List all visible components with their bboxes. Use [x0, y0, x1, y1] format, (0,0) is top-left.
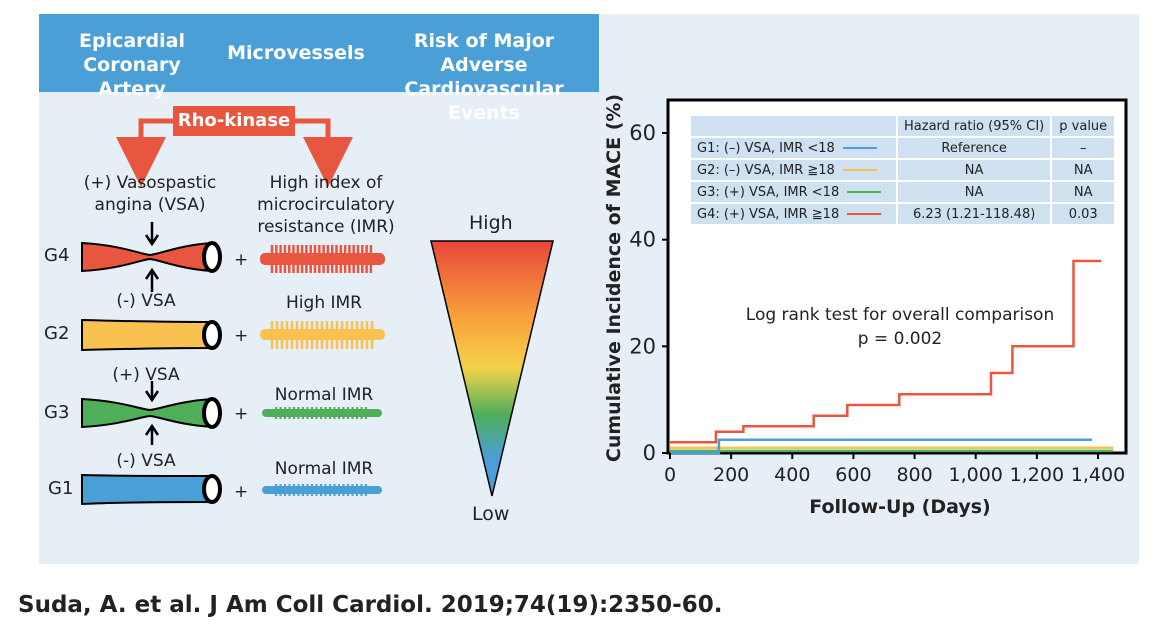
x-tick-label: 1,000 [949, 464, 1003, 486]
imr-label: High index of microcirculatory resistanc… [257, 173, 395, 237]
plus-sign-g1: + [234, 482, 249, 502]
table-row: G2: (–) VSA, IMR ≧18 NA NA [691, 160, 1115, 180]
g4-microvessel [260, 245, 385, 273]
g2-artery [81, 318, 222, 352]
g3-vsa-label: (+) VSA [112, 365, 180, 385]
group-label-g3: G3 [44, 402, 70, 423]
table-hr-cell: Reference [898, 138, 1051, 158]
table-p-cell: 0.03 [1052, 204, 1115, 224]
table-p-cell: NA [1052, 160, 1115, 180]
table-hr-cell: 6.23 (1.21-118.48) [898, 204, 1051, 224]
g3-microvessel [262, 407, 382, 419]
g1-vsa-label: (-) VSA [116, 451, 176, 471]
plot-frame [666, 98, 1128, 455]
hazard-ratio-table: Hazard ratio (95% CI) p value G1: (–) VS… [689, 114, 1116, 226]
mechanism-diagram [81, 118, 554, 506]
header-epicardial: Epicardial Coronary Artery [79, 30, 185, 100]
x-tick-label: 1,400 [1071, 464, 1125, 486]
legend-swatch-g1 [842, 147, 877, 149]
x-tick-label: 800 [896, 464, 932, 486]
table-group-cell: G3: (+) VSA, IMR <18 [691, 182, 896, 202]
y-tick-label: 0 [643, 441, 656, 465]
citation: Suda, A. et al. J Am Coll Cardiol. 2019;… [18, 592, 723, 618]
rho-kinase-label: Rho-kinase [173, 106, 295, 136]
y-tick-label: 60 [629, 121, 656, 145]
legend-text-g3: G3: (+) VSA, IMR <18 [697, 184, 840, 200]
vsa-label: (+) Vasospastic angina (VSA) [83, 173, 217, 215]
g1-microvessel [262, 484, 382, 496]
series-line-g1 [670, 438, 1092, 455]
g1-imr-label: Normal IMR [274, 459, 374, 479]
table-group-cell: G2: (–) VSA, IMR ≧18 [691, 160, 896, 180]
group-label-g2: G2 [44, 323, 70, 344]
table-hr-cell: NA [898, 160, 1051, 180]
series-line-g4 [670, 259, 1102, 444]
legend-swatch-g4 [847, 213, 882, 215]
y-tick-label: 20 [629, 334, 656, 358]
plus-sign-g2: + [234, 326, 249, 346]
x-tick-label: 0 [664, 464, 676, 486]
x-tick-label: 600 [835, 464, 871, 486]
legend-swatch-g2 [842, 169, 877, 171]
x-tick-label: 200 [713, 464, 749, 486]
y-tick-label: 40 [629, 228, 656, 252]
header-risk: Risk of Major Adverse Cardiovascular Eve… [404, 30, 564, 124]
mace-chart: 0 20 40 60 0 200 400 600 800 1,000 1,200 1,400 Cum… [603, 94, 1128, 518]
rho-arrow-left [116, 118, 173, 187]
plus-sign-g3: + [234, 404, 249, 424]
g2-vsa-label: (-) VSA [116, 291, 176, 311]
group-label-g1: G1 [48, 478, 74, 499]
table-row: G1: (–) VSA, IMR <18 Reference – [691, 138, 1115, 158]
x-tick-label: 1,200 [1010, 464, 1064, 486]
legend-text-g2: G2: (–) VSA, IMR ≧18 [697, 162, 835, 178]
legend-swatch-g3 [847, 191, 882, 193]
g3-artery [81, 381, 222, 445]
g2-microvessel [260, 321, 385, 349]
table-group-cell: G1: (–) VSA, IMR <18 [691, 138, 896, 158]
table-hr-cell: NA [898, 182, 1051, 202]
table-header-cell: Hazard ratio (95% CI) [898, 116, 1051, 136]
table-p-cell: – [1052, 138, 1115, 158]
header-bar [39, 14, 599, 92]
legend-text-g4: G4: (+) VSA, IMR ≧18 [697, 206, 840, 222]
g1-artery [81, 473, 222, 506]
group-label-g4: G4 [44, 245, 70, 266]
table-header-row: Hazard ratio (95% CI) p value [691, 116, 1115, 136]
plus-sign-g4: + [234, 250, 249, 270]
table-p-cell: NA [1052, 182, 1115, 202]
table-row: G3: (+) VSA, IMR <18 NA NA [691, 182, 1115, 202]
g4-artery [81, 222, 222, 292]
header-microvessels: Microvessels [227, 42, 365, 64]
table-header-cell [691, 116, 896, 136]
x-axis-label: Follow-Up (Days) [809, 496, 991, 518]
log-rank-annotation: Log rank test for overall comparison p =… [745, 305, 1055, 349]
g2-imr-label: High IMR [286, 293, 362, 313]
rho-arrow-right [295, 118, 353, 187]
risk-low-label: Low [472, 503, 510, 525]
table-row: G4: (+) VSA, IMR ≧18 6.23 (1.21-118.48) … [691, 204, 1115, 224]
risk-high-label: High [469, 212, 513, 234]
legend-text-g1: G1: (–) VSA, IMR <18 [697, 140, 835, 156]
y-axis-label: Cumulative Incidence of MACE (%) [603, 94, 625, 462]
risk-gradient-triangle [430, 240, 554, 497]
x-tick-label: 400 [774, 464, 810, 486]
g3-imr-label: Normal IMR [274, 385, 374, 405]
table-group-cell: G4: (+) VSA, IMR ≧18 [691, 204, 896, 224]
table-header-cell: p value [1052, 116, 1115, 136]
